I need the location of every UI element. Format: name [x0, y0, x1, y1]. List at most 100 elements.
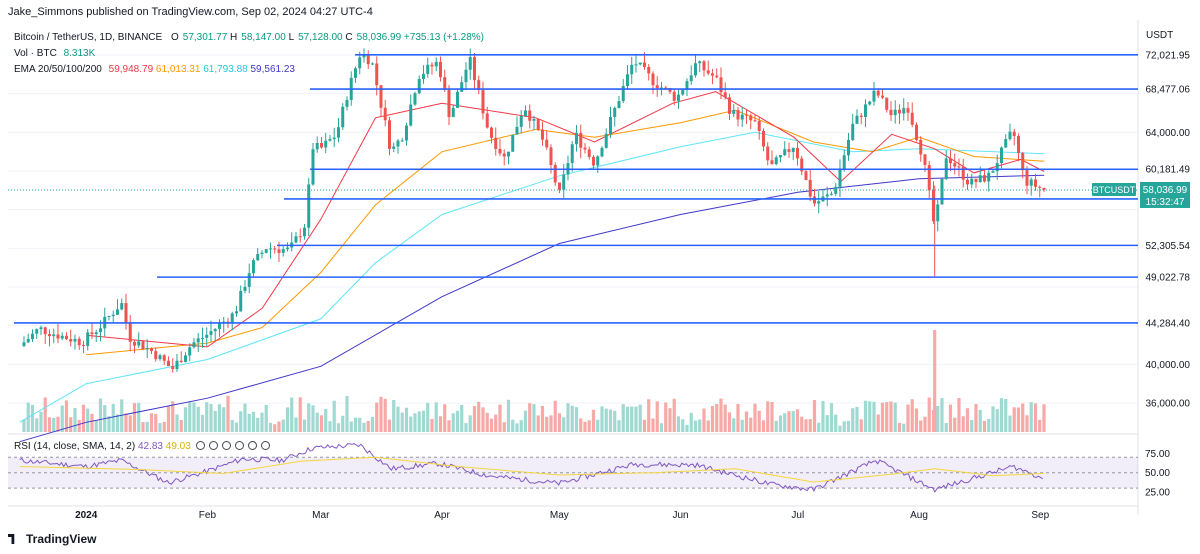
volume-bar — [982, 420, 987, 432]
candle-body — [851, 123, 855, 140]
volume-bar — [897, 422, 902, 432]
volume-bar — [137, 402, 141, 432]
candle-body — [710, 73, 714, 76]
level-label-0: 72,021.95 — [1146, 50, 1191, 61]
volume-bar — [1029, 402, 1033, 432]
volume-bar — [846, 420, 851, 432]
volume-bar — [761, 420, 766, 432]
candle-body — [149, 348, 153, 352]
time-axis[interactable]: 2024 Feb Mar Apr May Jun Jul Aug Sep — [75, 510, 1050, 521]
candle-body — [421, 73, 425, 79]
volume-bars — [22, 330, 1046, 432]
volume-bar — [528, 403, 532, 432]
candle-body — [515, 126, 519, 135]
volume-bar — [481, 407, 485, 432]
volume-bar — [566, 403, 570, 432]
volume-bar — [511, 419, 515, 432]
volume-bar — [387, 419, 392, 432]
candle-body — [638, 62, 642, 65]
ema-label[interactable]: EMA 20/50/100/200 — [14, 64, 102, 75]
rsi-tick-0: 25.00 — [1145, 487, 1170, 498]
candle-body — [1029, 179, 1033, 186]
candle-body — [379, 85, 383, 108]
volume-bar — [239, 411, 243, 432]
volume-bar — [56, 416, 60, 432]
candle-body — [196, 338, 200, 343]
candle-body — [1016, 136, 1020, 154]
volume-bar — [715, 404, 719, 432]
volume-bar — [829, 403, 834, 432]
price-axis[interactable]: 36,000.00 40,000.00 64,000.00 25.00 50.00 75.… — [1145, 128, 1190, 499]
candle-body — [90, 332, 94, 335]
candle-body — [974, 178, 978, 183]
open-label: O — [170, 32, 179, 43]
volume-bar — [940, 398, 944, 432]
volume-bar — [222, 407, 226, 432]
candle-body — [574, 132, 578, 145]
candle-body — [846, 139, 850, 156]
volume-bar — [158, 423, 162, 432]
volume-bar — [332, 400, 336, 432]
volume-bar — [375, 402, 379, 432]
volume-bar — [638, 404, 642, 432]
candle-body — [583, 147, 587, 150]
volume-bar — [702, 408, 706, 432]
currency-label[interactable]: USDT — [1146, 30, 1174, 41]
candle-body — [685, 81, 689, 90]
ema200-value: 59,561.23 — [250, 64, 295, 75]
candle-body — [56, 334, 60, 339]
candle-body — [557, 182, 561, 190]
volume-bar — [489, 418, 494, 432]
candle-body — [732, 110, 736, 114]
candle-body — [341, 106, 345, 128]
rsi-sma-line — [19, 456, 1045, 483]
volume-bar — [812, 400, 817, 432]
candle-body — [455, 91, 459, 108]
low-value: 57,128.00 — [298, 32, 343, 43]
candle-body — [549, 147, 553, 165]
candle-body — [698, 61, 702, 64]
volume-bar — [532, 404, 536, 432]
candle-body — [256, 253, 260, 261]
volume-bar — [995, 409, 999, 432]
candle-body — [591, 156, 595, 166]
volume-bar — [281, 419, 285, 432]
volume-bar — [906, 404, 910, 432]
countdown-value: 15:32:47 — [1146, 197, 1185, 208]
high-label: H — [230, 32, 238, 43]
candle-body — [120, 303, 124, 310]
volume-bar — [953, 417, 957, 432]
rsi-label[interactable]: RSI (14, close, SMA, 14, 2) — [14, 441, 136, 452]
symbol-title[interactable]: Bitcoin / TetherUS, 1D, BINANCE — [14, 32, 163, 43]
tradingview-footer[interactable]: TradingView — [8, 532, 96, 546]
volume-label[interactable]: Vol · BTC — [14, 48, 57, 59]
support-resistance-levels[interactable]: 72,021.9568,477.0660,181.4957,108.0352,3… — [8, 47, 1196, 330]
volume-bar — [515, 423, 519, 432]
volume-bar — [413, 413, 417, 432]
volume-bar — [834, 414, 838, 432]
candle-body — [336, 127, 340, 138]
candle-body — [468, 57, 472, 70]
volume-bar — [1038, 419, 1042, 432]
volume-bar — [39, 411, 43, 432]
candle-body — [914, 124, 918, 140]
candle-body — [545, 139, 549, 148]
candle-body — [987, 172, 991, 182]
volume-bar — [498, 404, 502, 432]
visibility-icon[interactable] — [194, 441, 272, 452]
candle-body — [94, 332, 98, 335]
volume-bar — [872, 401, 876, 432]
volume-bar — [200, 414, 205, 432]
candle-body — [175, 360, 179, 370]
volume-bar — [86, 408, 90, 432]
candle-body — [460, 82, 464, 92]
candle-body — [923, 154, 927, 165]
level-label-1: 68,477.06 — [1146, 85, 1191, 96]
volume-bar — [766, 401, 770, 432]
volume-bar — [285, 407, 290, 432]
open-value: 57,301.77 — [182, 32, 228, 43]
volume-bar — [698, 419, 702, 432]
publisher-header: Jake_Simmons published on TradingView.co… — [8, 6, 373, 18]
candle-body — [417, 78, 421, 94]
